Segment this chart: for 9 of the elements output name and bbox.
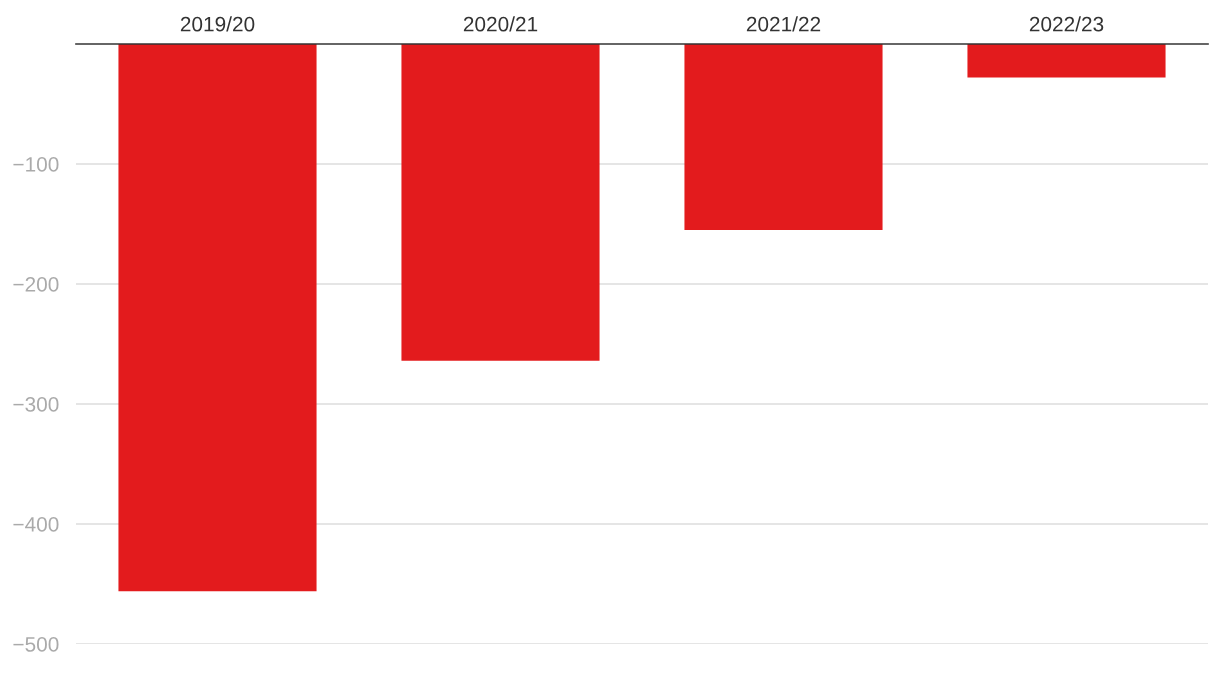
x-tick-label: 2019/20 xyxy=(180,16,255,32)
x-tick-label: 2022/23 xyxy=(1029,16,1104,32)
y-tick-label: −300 xyxy=(13,397,59,412)
y-tick-label: −400 xyxy=(13,517,59,532)
y-tick-label: −500 xyxy=(13,637,59,652)
x-tick-label: 2020/21 xyxy=(463,16,538,32)
x-tick-label: 2021/22 xyxy=(746,16,821,32)
y-tick-label: −200 xyxy=(13,277,59,292)
y-tick-label: −100 xyxy=(13,157,59,172)
